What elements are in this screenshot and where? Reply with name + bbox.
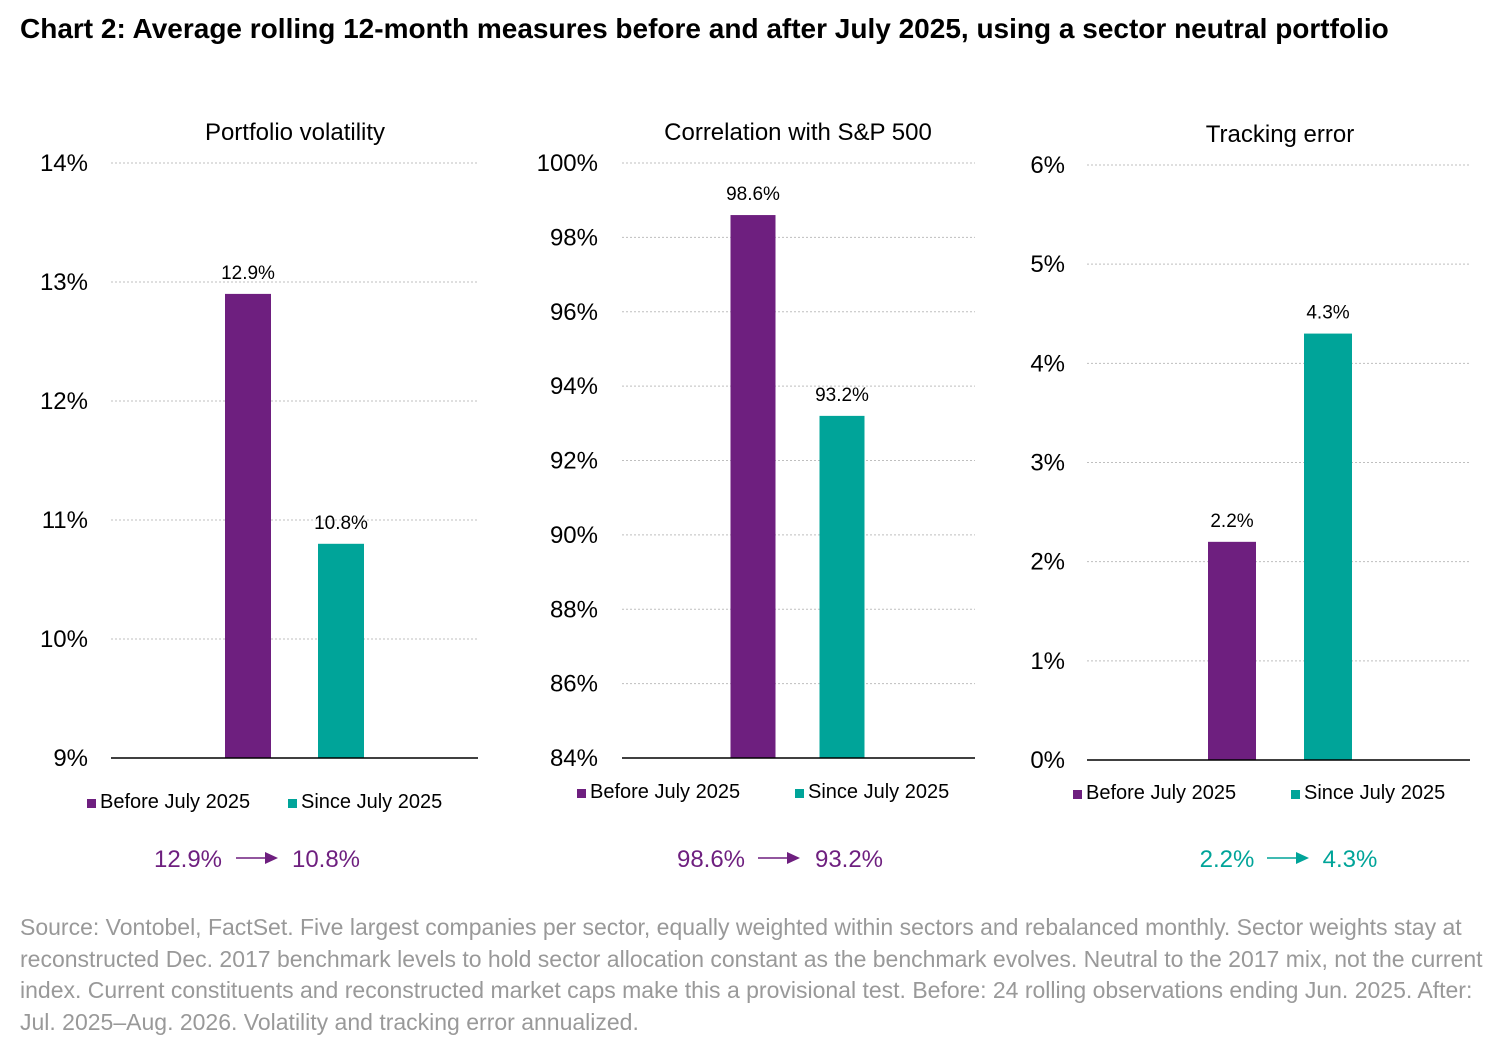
- y-tick-label: 94%: [550, 373, 598, 400]
- bar-value-label: 98.6%: [726, 184, 780, 205]
- arrow-right-icon: [787, 852, 800, 864]
- y-tick-label: 98%: [550, 224, 598, 251]
- chart-panel-3: Tracking error 0% 1% 2% 3% 4% 5% 6% 2.2% 4.3% Befo…: [1030, 121, 1470, 873]
- y-tick-label: 88%: [550, 596, 598, 623]
- legend-label: Before July 2025: [590, 781, 740, 803]
- bar-before: [225, 293, 271, 758]
- bar-since: [1304, 333, 1352, 760]
- y-tick-label: 4%: [1030, 350, 1065, 377]
- y-tick-label: 10%: [40, 626, 88, 653]
- arrow-right-icon: [265, 852, 278, 864]
- y-tick-label: 100%: [537, 150, 598, 177]
- bar-value-label: 4.3%: [1306, 303, 1349, 324]
- legend-label: Since July 2025: [1304, 782, 1445, 804]
- y-tick-label: 13%: [40, 269, 88, 296]
- y-tick-label: 96%: [550, 299, 598, 326]
- legend-label: Since July 2025: [301, 791, 442, 813]
- legend-label: Since July 2025: [808, 781, 949, 803]
- y-tick-label: 9%: [53, 745, 88, 772]
- summary-from: 98.6%: [677, 846, 745, 873]
- chart-panel-1: Portfolio volatility 9% 10% 11% 12% 13% 14% 12.…: [40, 119, 478, 873]
- y-tick-label: 90%: [550, 522, 598, 549]
- legend-label: Before July 2025: [100, 791, 250, 813]
- summary-to: 4.3%: [1323, 846, 1378, 873]
- y-tick-label: 86%: [550, 671, 598, 698]
- y-tick-label: 92%: [550, 448, 598, 475]
- bar-before: [1208, 541, 1256, 760]
- y-tick-label: 2%: [1030, 549, 1065, 576]
- legend-swatch-before: [1073, 790, 1082, 799]
- y-tick-label: 3%: [1030, 450, 1065, 477]
- summary-to: 93.2%: [815, 846, 883, 873]
- bar-since: [318, 543, 364, 758]
- chart-panel-2: Correlation with S&P 500 84% 86% 88% 90% 92% 9…: [537, 119, 975, 873]
- arrow-right-icon: [1296, 852, 1309, 864]
- charts-canvas: Portfolio volatility 9% 10% 11% 12% 13% 14% 12.…: [40, 119, 1470, 873]
- y-tick-label: 1%: [1030, 648, 1065, 675]
- y-tick-label: 0%: [1030, 747, 1065, 774]
- legend-swatch-since: [1291, 790, 1300, 799]
- panel-title: Portfolio volatility: [205, 119, 385, 146]
- legend-swatch-since: [795, 789, 804, 798]
- bar-value-label: 10.8%: [314, 513, 368, 534]
- source-note: Source: Vontobel, FactSet. Five largest …: [20, 914, 1483, 1035]
- legend-swatch-since: [288, 799, 297, 808]
- y-tick-label: 11%: [42, 507, 88, 534]
- bar-since: [819, 415, 865, 758]
- y-tick-label: 12%: [40, 388, 88, 415]
- panel-title: Correlation with S&P 500: [664, 119, 932, 146]
- summary-from: 12.9%: [154, 846, 222, 873]
- panel-title: Tracking error: [1206, 121, 1354, 148]
- summary-to: 10.8%: [292, 846, 360, 873]
- y-tick-label: 5%: [1030, 251, 1065, 278]
- y-tick-label: 84%: [550, 745, 598, 772]
- y-tick-label: 6%: [1030, 152, 1065, 179]
- legend-swatch-before: [577, 789, 586, 798]
- bar-value-label: 2.2%: [1210, 511, 1253, 532]
- legend-label: Before July 2025: [1086, 782, 1236, 804]
- summary-from: 2.2%: [1200, 846, 1255, 873]
- y-tick-label: 14%: [40, 150, 88, 177]
- chart-title: Chart 2: Average rolling 12-month measur…: [20, 13, 1389, 44]
- bar-before: [730, 215, 776, 758]
- bar-value-label: 12.9%: [221, 263, 275, 284]
- legend-swatch-before: [87, 799, 96, 808]
- bar-value-label: 93.2%: [815, 385, 869, 406]
